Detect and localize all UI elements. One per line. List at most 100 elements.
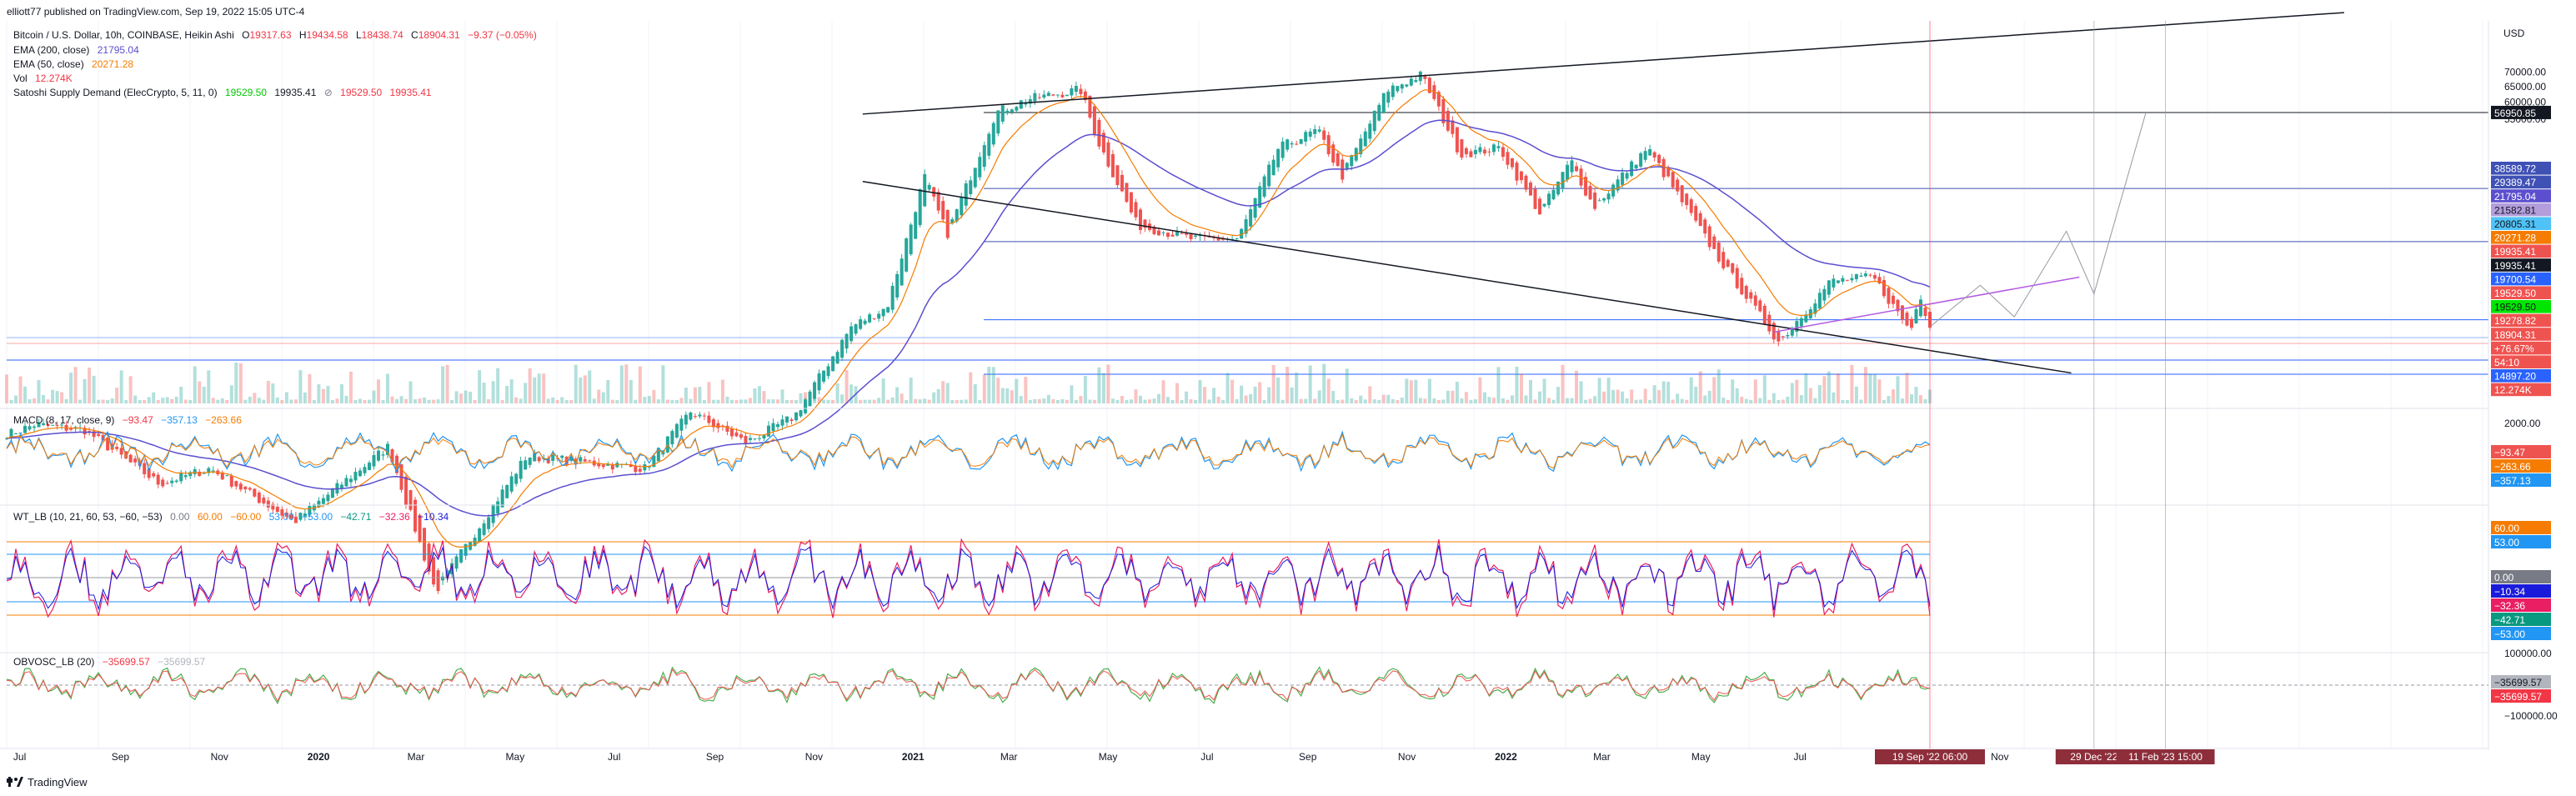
candle — [900, 258, 904, 286]
candle — [652, 455, 656, 468]
volume-bar — [1446, 390, 1450, 403]
candle — [1506, 152, 1510, 165]
volume-bar — [441, 366, 445, 403]
candle — [1923, 308, 1927, 317]
main-legend[interactable]: Bitcoin / U.S. Dollar, 10h, COINBASE, He… — [13, 29, 537, 98]
wt-legend[interactable]: WT_LB (10, 21, 60, 53, −60, −53) 0.00 60… — [13, 511, 449, 523]
price-tag — [2491, 473, 2551, 487]
volume-bar — [1703, 395, 1707, 403]
candle — [505, 485, 509, 498]
svg-text:OBVOSC_LB (20) −35699.57: OBVOSC_LB (20) −35699.57 −35699.57 — [13, 656, 206, 668]
candle — [1391, 85, 1395, 98]
obv-oscillator-pane — [6, 666, 2488, 705]
price-tag-text: 19278.82 — [2494, 315, 2536, 327]
candle — [1156, 230, 1160, 236]
candle — [804, 399, 808, 413]
volume-bar — [1872, 374, 1877, 403]
volume-bar — [1460, 398, 1464, 403]
volume-bar — [762, 391, 766, 403]
volume-bar — [1854, 386, 1858, 403]
macd-legend[interactable]: MACD (8, 17, close, 9) −93.47 −357.13 −2… — [13, 414, 242, 426]
oscillator-signal-line — [6, 433, 1931, 469]
candle — [496, 501, 500, 514]
price-tag-text: −357.13 — [2494, 475, 2531, 487]
volume-bar — [877, 398, 881, 403]
candle — [344, 478, 348, 487]
volume-bar — [1354, 400, 1358, 403]
candle — [133, 458, 138, 463]
ohlc-open: 19317.63 — [249, 29, 291, 41]
obv-legend[interactable]: OBVOSC_LB (20) −35699.57 −35699.57 — [13, 656, 206, 668]
candle — [932, 187, 936, 197]
volume-bars — [5, 363, 1932, 403]
wt-label: WT_LB (10, 21, 60, 53, −60, −53) — [13, 511, 163, 523]
candle — [1464, 148, 1468, 155]
candle — [1460, 139, 1464, 158]
candle — [317, 500, 321, 508]
volume-bar — [78, 399, 83, 403]
volume-bar — [1625, 398, 1629, 403]
time-tick: Sep — [1299, 751, 1317, 763]
macd-tick: 2000.00 — [2504, 418, 2541, 429]
volume-bar — [1326, 378, 1331, 403]
candle — [1790, 328, 1794, 336]
volume-bar — [1336, 399, 1340, 403]
candle — [464, 543, 468, 556]
volume-bar — [1216, 397, 1220, 403]
volume-bar — [1482, 392, 1486, 403]
volume-bar — [1758, 398, 1762, 403]
volume-bar — [519, 398, 523, 403]
time-tick: Jul — [1200, 751, 1213, 763]
price-tag — [2491, 689, 2551, 703]
volume-bar — [1528, 379, 1532, 403]
candle — [303, 513, 307, 517]
candle — [243, 486, 248, 490]
candle — [1547, 193, 1551, 206]
candle — [996, 110, 1000, 134]
candle — [1689, 199, 1693, 213]
ohlc-close: 18904.31 — [418, 29, 460, 41]
volume-bar — [1772, 393, 1776, 403]
candle — [97, 433, 101, 436]
volume-bar — [207, 370, 211, 403]
volume-bar — [234, 363, 238, 403]
candle — [514, 473, 519, 484]
candle — [1519, 171, 1523, 181]
candle — [991, 123, 995, 145]
candle — [1909, 318, 1913, 328]
volume-bar — [1015, 378, 1019, 403]
volume-bar — [1295, 372, 1299, 403]
volume-bar — [115, 388, 119, 403]
price-tag-text: 0.00 — [2494, 572, 2514, 583]
volume-bar — [514, 397, 519, 403]
volume-bar — [734, 399, 739, 403]
volume-bar — [1685, 399, 1689, 403]
candle — [367, 463, 371, 470]
price-tag — [2491, 584, 2551, 598]
volume-bar — [5, 374, 8, 403]
time-tick: Jul — [13, 751, 26, 763]
price-tag-text: −93.47 — [2494, 447, 2525, 458]
volume-bar — [1331, 390, 1336, 403]
candle — [1561, 172, 1565, 188]
candle — [1905, 313, 1909, 326]
volume-bar — [220, 398, 224, 403]
volume-bar — [1024, 377, 1028, 403]
time-tick: Nov — [1398, 751, 1416, 763]
ema50-label: EMA (50, close) — [13, 58, 84, 70]
candle — [1510, 158, 1514, 168]
volume-bar — [1097, 367, 1101, 403]
volume-bar — [229, 385, 233, 403]
volume-bar — [729, 399, 734, 403]
candle — [1722, 252, 1726, 268]
volume-bar — [652, 389, 656, 403]
tradingview-logo[interactable]: TradingView — [7, 776, 88, 788]
candle — [638, 468, 642, 472]
time-axis[interactable]: Jul Sep Nov 2020 Mar May Jul Sep Nov 2021 Mar May Ju… — [13, 751, 2009, 763]
candle — [579, 457, 583, 462]
candle — [905, 238, 909, 272]
candle — [881, 308, 885, 317]
volume-bar — [1391, 398, 1395, 403]
svg-text:Vol 12.274K: Vol 12.274K — [13, 73, 73, 84]
volume-bar — [432, 399, 436, 403]
